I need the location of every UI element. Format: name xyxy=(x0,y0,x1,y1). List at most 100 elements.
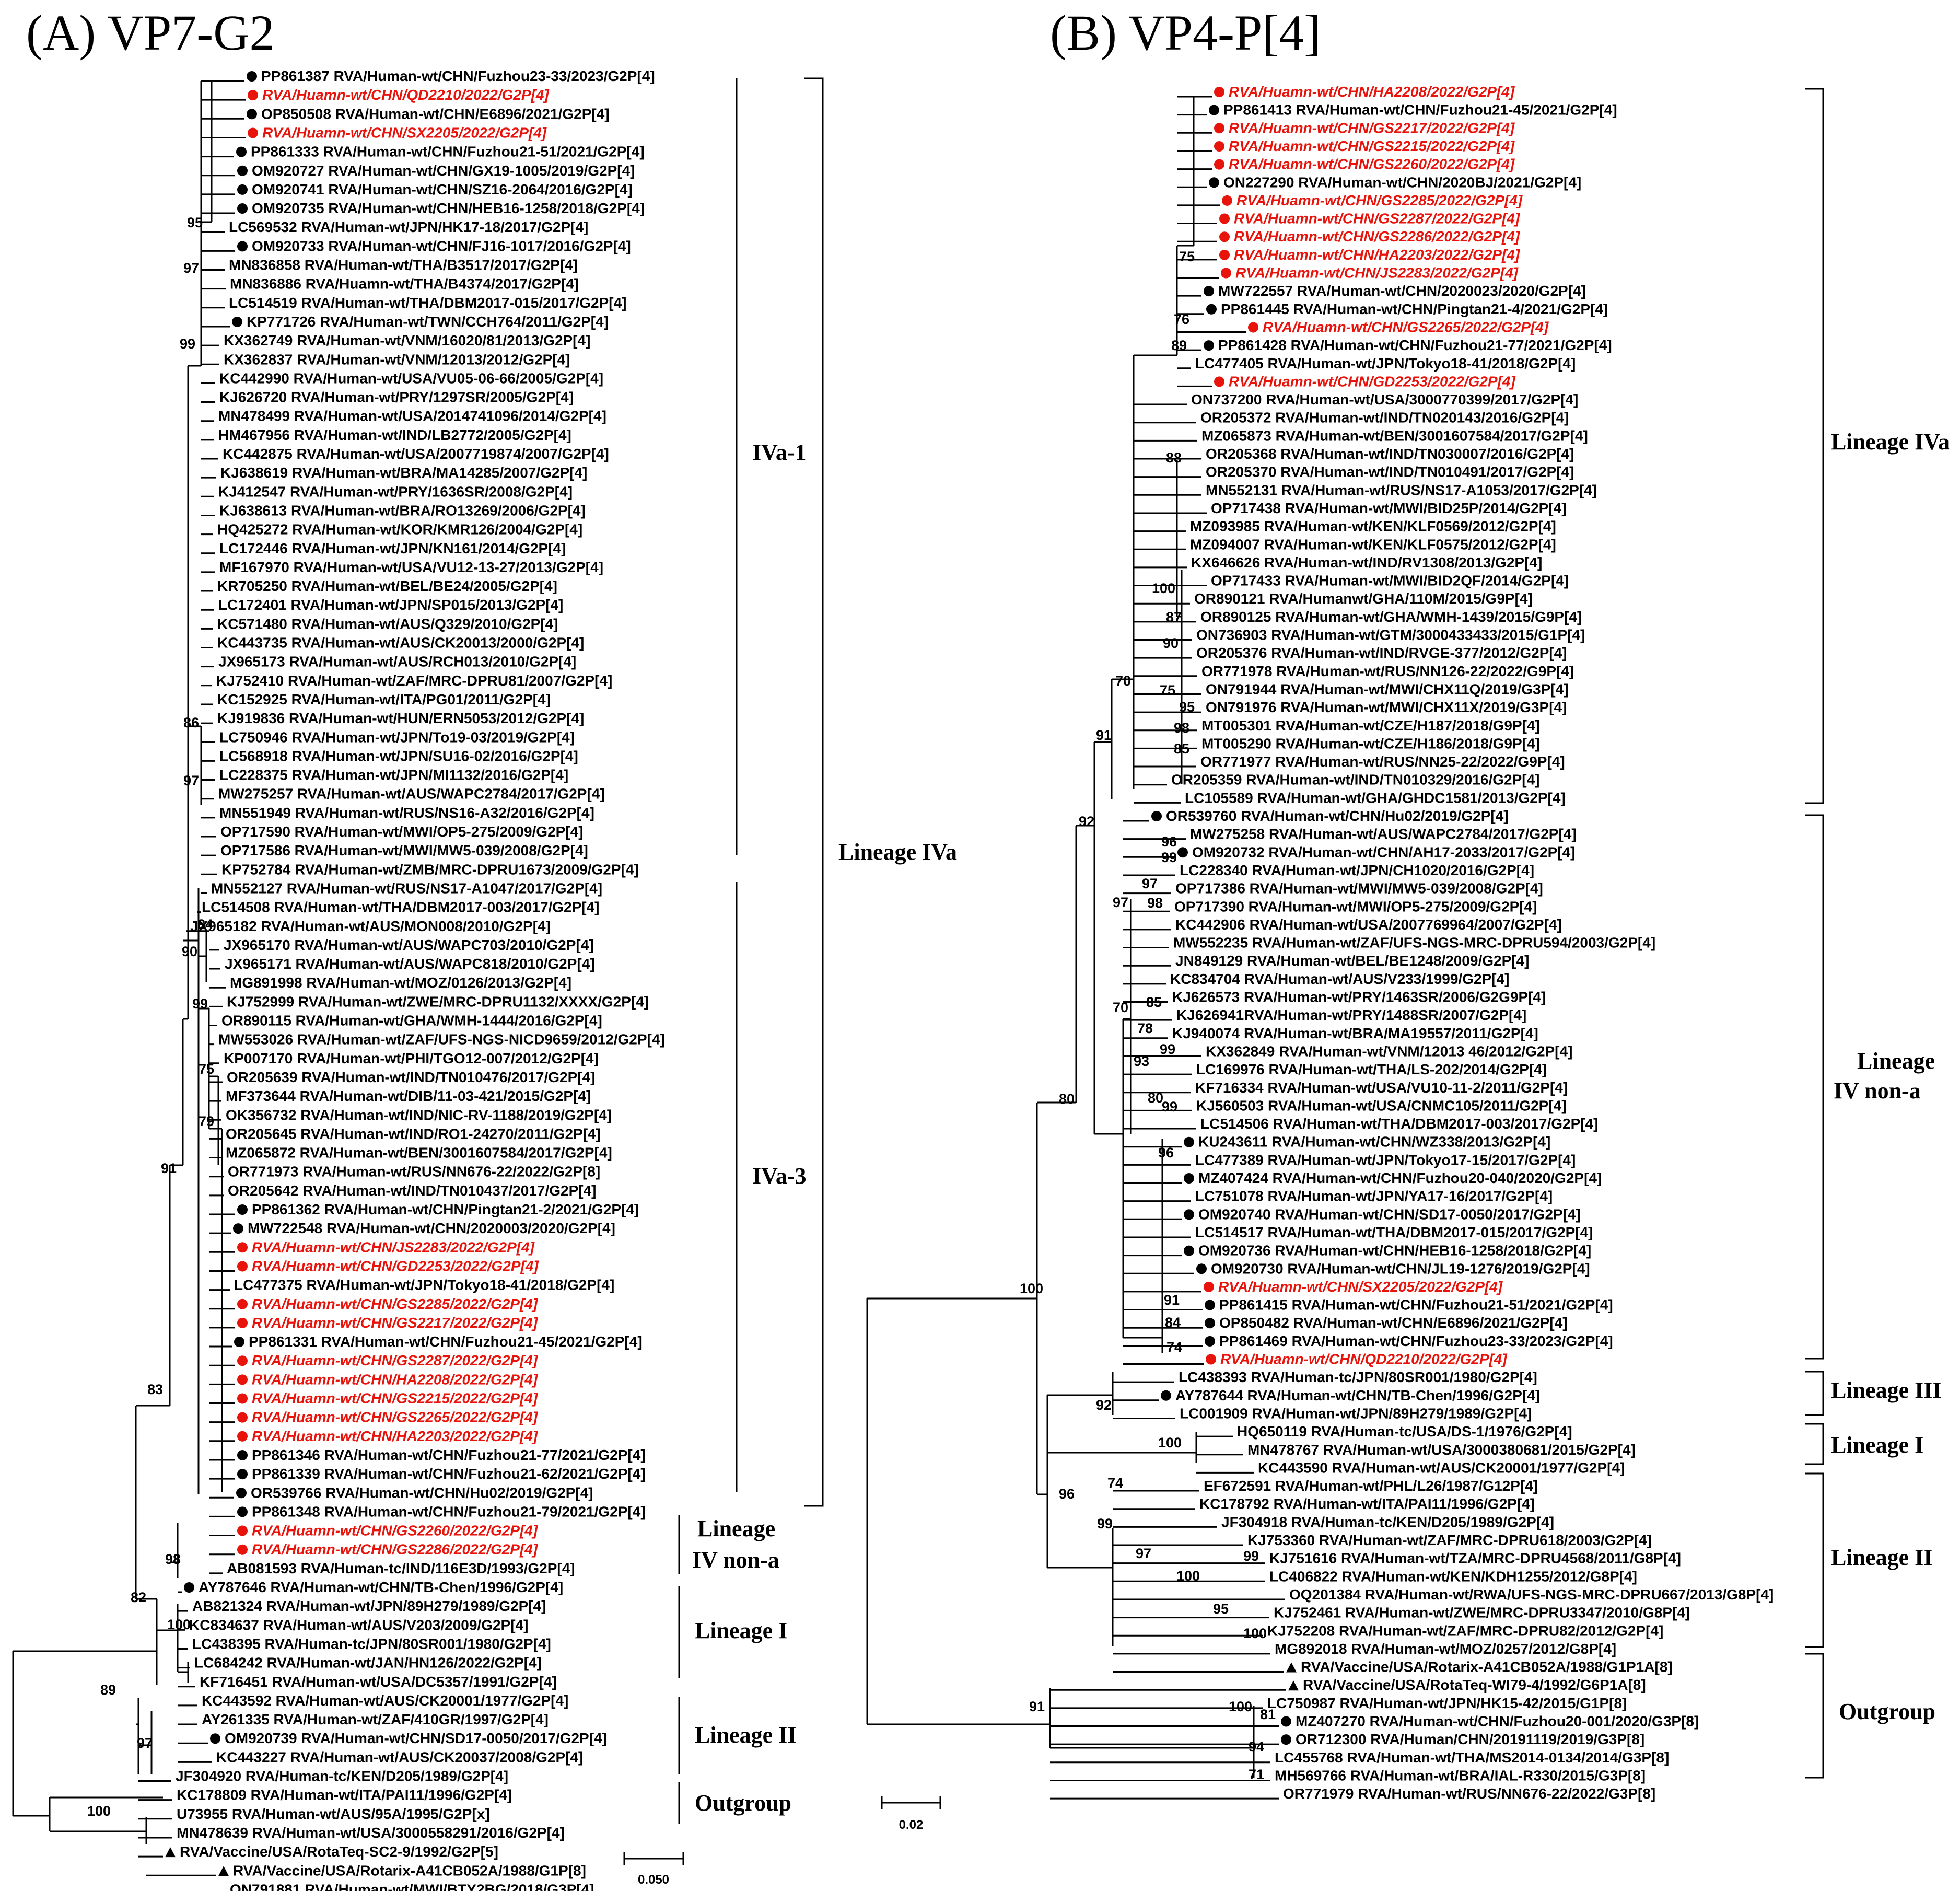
taxon-label: KC834704 RVA/Human-wt/AUS/V233/1999/G2P[… xyxy=(1170,971,1509,987)
taxon-label: LC477375 RVA/Human-wt/JPN/Tokyo18-41/201… xyxy=(234,1277,614,1293)
study-strain-marker xyxy=(1214,159,1224,170)
chinese-strain-marker xyxy=(1184,1245,1194,1256)
bootstrap-value: 89 xyxy=(100,1682,116,1698)
taxon-label: OM920739 RVA/Human-wt/CHN/SD17-0050/2017… xyxy=(225,1730,607,1746)
clade-label-lineage-ii: Lineage II xyxy=(695,1722,796,1748)
taxon-label: OM920741 RVA/Human-wt/CHN/SZ16-2064/2016… xyxy=(252,181,633,198)
taxon-label: JX965171 RVA/Human-wt/AUS/WAPC818/2010/G… xyxy=(225,956,595,972)
bootstrap-value: 75 xyxy=(1179,249,1195,264)
clade-bracket-lineage-ii xyxy=(1805,1472,1824,1648)
bootstrap-value: 75 xyxy=(199,1061,214,1077)
taxon-label: RVA/Huamn-wt/CHN/GS2287/2022/G2P[4] xyxy=(252,1352,539,1368)
taxon-label: LC514517 RVA/Human-wt/THA/DBM2017-015/20… xyxy=(1195,1224,1593,1240)
taxon-label: MZ093985 RVA/Human-wt/KEN/KLF0569/2012/G… xyxy=(1190,518,1556,535)
taxon-label: RVA/Huamn-wt/CHN/JS2283/2022/G2P[4] xyxy=(1235,265,1519,281)
bootstrap-value: 81 xyxy=(1260,1707,1276,1722)
taxon-label: RVA/Huamn-wt/CHN/GS2260/2022/G2P[4] xyxy=(1229,156,1515,172)
chinese-strain-marker xyxy=(237,1506,248,1517)
taxon-label: AY787644 RVA/Human-wt/CHN/TB-Chen/1996/G… xyxy=(1175,1387,1540,1403)
clade-label-lineage-ii: Lineage II xyxy=(1831,1545,1932,1570)
chinese-strain-marker xyxy=(237,203,248,214)
taxon-label: AB081593 RVA/Human-tc/IND/116E3D/1993/G2… xyxy=(227,1560,575,1576)
tree-branch xyxy=(169,1019,184,1406)
taxon-label: KJ412547 RVA/Human-wt/PRY/1636SR/2008/G2… xyxy=(218,483,573,500)
taxon-label: OR771977 RVA/Human-wt/RUS/NN25-22/2022/G… xyxy=(1200,753,1565,770)
taxon-label: LC750946 RVA/Human-wt/JPN/To19-03/2019/G… xyxy=(219,729,575,745)
tree-branch xyxy=(199,930,210,1129)
taxon-label: MZ407270 RVA/Human-wt/CHN/Fuzhou20-001/2… xyxy=(1296,1713,1699,1730)
taxon-label: HQ650119 RVA/Human-tc/USA/DS-1/1976/G2P[… xyxy=(1237,1423,1572,1440)
clade-label-lineage-iva: Lineage IVa xyxy=(1831,429,1950,455)
taxon-label: KJ560503 RVA/Human-wt/USA/CNMC105/2011/G… xyxy=(1196,1097,1567,1113)
clade-label-lineage-iii: Lineage III xyxy=(1831,1377,1941,1403)
bootstrap-value: 97 xyxy=(183,773,199,788)
taxon-label: RVA/Huamn-wt/CHN/JS2283/2022/G2P[4] xyxy=(252,1239,535,1255)
taxon-label: OP717433 RVA/Human-wt/MWI/BID2QF/2014/G2… xyxy=(1211,573,1569,589)
taxon-label: KJ940074 RVA/Human-wt/BRA/MA19557/2011/G… xyxy=(1172,1025,1538,1041)
taxon-label: OR205370 RVA/Human-wt/IND/TN010491/2017/… xyxy=(1206,464,1574,480)
taxon-label: MT005290 RVA/Human-wt/CZE/H186/2018/G9P[… xyxy=(1201,735,1540,751)
taxon-label: MN478499 RVA/Human-wt/USA/2014741096/201… xyxy=(218,408,606,424)
taxon-label: LC477405 RVA/Human-wt/JPN/Tokyo18-41/201… xyxy=(1195,355,1576,372)
bootstrap-value: 99 xyxy=(1243,1548,1259,1564)
bootstrap-value: 97 xyxy=(137,1735,153,1751)
taxon-label: OR205359 RVA/Human-wt/IND/TN010329/2016/… xyxy=(1171,772,1539,788)
chinese-strain-marker xyxy=(237,1449,248,1460)
taxon-label: PP861348 RVA/Human-wt/CHN/Fuzhou21-79/20… xyxy=(252,1503,646,1519)
bootstrap-value: 88 xyxy=(1166,450,1182,466)
tree-branch xyxy=(866,1297,1050,1725)
clade-label-outgroup: Outgroup xyxy=(695,1790,791,1816)
bootstrap-value: 99 xyxy=(180,336,195,352)
study-strain-marker xyxy=(1222,195,1232,206)
bootstrap-value: 80 xyxy=(1059,1091,1075,1107)
tree-branch xyxy=(200,81,213,366)
chinese-strain-marker xyxy=(1151,811,1162,821)
chinese-strain-marker xyxy=(1184,1209,1194,1220)
clade-label-iv-non-a: IV non-a xyxy=(1834,1078,1921,1104)
chinese-strain-marker xyxy=(1205,1300,1215,1310)
taxon-label: MZ094007 RVA/Human-wt/KEN/KLF0575/2012/G… xyxy=(1190,536,1556,552)
taxon-label: KC178809 RVA/Human-wt/ITA/PAI11/1996/G2P… xyxy=(177,1787,512,1803)
study-strain-marker xyxy=(237,1412,248,1423)
taxon-label: KJ751616 RVA/Human-wt/TZA/MRC-DPRU4568/2… xyxy=(1269,1550,1681,1567)
tree-branch xyxy=(183,888,200,1494)
scale-bar-line xyxy=(623,1852,684,1865)
panel-a-clade-brackets: IVa-1 IVa-3 Lineage IVa Lineage IV non-a… xyxy=(678,77,957,1824)
bootstrap-value: 93 xyxy=(1134,1053,1149,1069)
taxon-label: KC443590 RVA/Human-wt/AUS/CK20001/1977/G… xyxy=(1258,1459,1625,1476)
chinese-strain-marker xyxy=(232,316,242,327)
chinese-strain-marker xyxy=(237,184,248,195)
scale-bar-label: 0.02 xyxy=(899,1818,924,1832)
scale-bar-label: 0.050 xyxy=(638,1873,669,1887)
taxon-label: KP007170 RVA/Human-wt/PHI/TGO12-007/2012… xyxy=(224,1050,599,1066)
chinese-strain-marker xyxy=(184,1582,194,1593)
chinese-strain-marker xyxy=(1177,847,1188,858)
taxon-label: LC569532 RVA/Human-wt/JPN/HK17-18/2017/G… xyxy=(229,219,588,235)
taxon-label: RVA/Huamn-wt/CHN/GS2215/2022/G2P[4] xyxy=(252,1390,539,1407)
tree-branch xyxy=(1046,1372,1114,1494)
taxon-label: JN849129 RVA/Human-wt/BEL/BE1248/2009/G2… xyxy=(1175,953,1529,969)
taxon-label: KF716334 RVA/Human-wt/USA/VU10-11-2/2011… xyxy=(1195,1080,1568,1096)
tree-branch xyxy=(1049,1688,1255,1778)
taxon-label: KR705250 RVA/Human-wt/BEL/BE24/2005/G2P[… xyxy=(217,578,557,594)
chinese-strain-marker xyxy=(247,71,257,82)
bootstrap-value: 97 xyxy=(1136,1546,1151,1561)
taxon-label: LC455768 RVA/Human-wt/THA/MS2014-0134/20… xyxy=(1275,1749,1669,1766)
taxon-label: LC477389 RVA/Human-wt/JPN/Tokyo17-15/201… xyxy=(1195,1152,1576,1168)
bootstrap-value: 97 xyxy=(183,260,199,276)
panel-a-vp7-tree: (A) VP7-G2 PP861387 RVA/Human-wt/CHN/Fuz… xyxy=(12,5,957,1891)
taxon-label: OP717438 RVA/Human-wt/MWI/BID25P/2014/G2… xyxy=(1211,500,1567,516)
taxon-label: KP752784 RVA/Human-wt/ZMB/MRC-DPRU1673/2… xyxy=(221,861,639,877)
taxon-label: KC152925 RVA/Human-wt/ITA/PG01/2011/G2P[… xyxy=(217,691,551,707)
taxon-label: OM920736 RVA/Human-wt/CHN/HEB16-1258/201… xyxy=(1198,1243,1591,1259)
taxon-label: PP861333 RVA/Human-wt/CHN/Fuzhou21-51/20… xyxy=(251,144,645,160)
taxon-label: KJ752461 RVA/Human-wt/ZWE/MRC-DPRU3347/2… xyxy=(1274,1605,1690,1621)
panel-a-branches xyxy=(12,80,246,1876)
taxon-label: AY261335 RVA/Human-wt/ZAF/410GR/1997/G2P… xyxy=(202,1711,549,1727)
study-strain-marker xyxy=(237,1431,248,1442)
chinese-strain-marker xyxy=(1281,1734,1291,1745)
bootstrap-value: 100 xyxy=(167,1617,191,1632)
taxon-label: KC834637 RVA/Human-wt/AUS/V203/2009/G2P[… xyxy=(189,1617,528,1633)
taxon-label: OR205639 RVA/Human-wt/IND/TN010476/2017/… xyxy=(227,1069,595,1085)
taxon-label: MN551949 RVA/Human-wt/RUS/NS16-A32/2016/… xyxy=(219,805,594,821)
